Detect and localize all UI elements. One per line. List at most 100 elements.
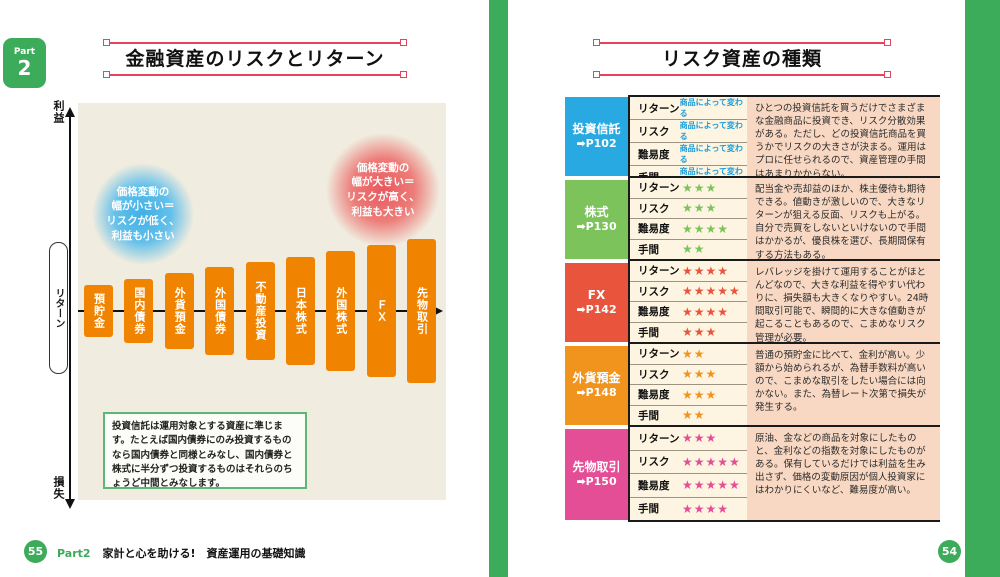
metric-label: リスク — [638, 285, 670, 298]
metric-row: 手間 ★★★★ — [630, 498, 747, 521]
page-edge-strip — [965, 0, 1000, 577]
rating-text: 商品によって変わる — [679, 144, 743, 164]
asset-category-cell: 投資信託 ➡P102 — [565, 95, 628, 178]
rule-endpoint-square — [103, 71, 110, 78]
asset-row: 先物取引 ➡P150 リターン ★★★ リスク ★★★★★ 難易度 ★★★★★ 手間 ★★★★… — [565, 427, 940, 522]
metric-row: リスク 商品によって変わる — [630, 120, 747, 143]
title-rule-top — [593, 39, 891, 46]
star-rating: ★★★ — [682, 367, 718, 382]
asset-row-body: リターン ★★★ リスク ★★★★★ 難易度 ★★★★★ 手間 ★★★★ 原油、金などの商品を… — [628, 427, 940, 522]
metric-label: リスク — [638, 368, 670, 381]
bar-label: ＦＸ — [375, 299, 389, 323]
page-gutter-strip — [489, 0, 508, 577]
asset-category-cell: FX ➡P142 — [565, 261, 628, 344]
asset-category-cell: 外貨預金 ➡P148 — [565, 344, 628, 427]
asset-category-name: FX — [587, 287, 606, 302]
y-axis-return-box: リターン — [49, 242, 68, 374]
star-rating: ★★★ — [682, 431, 718, 446]
rating-text: 商品によって変わる — [679, 98, 743, 118]
metric-label: リスク — [638, 456, 670, 469]
metric-row: リターン ★★★ — [630, 427, 747, 451]
y-axis-label-loss: 損失 — [52, 476, 65, 500]
bar-label: 日本株式 — [294, 287, 308, 335]
metric-row: リスク ★★★ — [630, 199, 747, 219]
asset-category-name: 株式 — [584, 204, 609, 219]
asset-row: 株式 ➡P130 リターン ★★★ リスク ★★★ 難易度 ★★★★ 手間 ★★ 配当金や売却… — [565, 178, 940, 261]
metric-row: リターン ★★★ — [630, 178, 747, 199]
chart-bar: 国内債券 — [124, 279, 154, 343]
page-number-right: 54 — [938, 540, 961, 563]
part-badge: Part 2 — [3, 38, 46, 88]
metric-label: リターン — [638, 432, 680, 445]
star-rating: ★★★ — [682, 325, 718, 340]
metric-label: 手間 — [638, 243, 659, 256]
asset-metrics: リターン商品によって変わるリスク商品によって変わる難易度商品によって変わる手間商… — [630, 97, 747, 187]
metric-label: リターン — [638, 182, 680, 195]
rating-text: 商品によって変わる — [679, 121, 743, 141]
title-rule-bottom — [103, 71, 407, 78]
low-risk-bubble: 価格変動の 幅が小さい＝ リスクが低く、 利益も小さい — [92, 163, 194, 265]
asset-page-reference: ➡P142 — [576, 303, 617, 317]
asset-bars: 預貯金 国内債券 外貨預金 外国債券 不動産投資 日本株式 外国株式 ＦＸ 先物取引 — [84, 161, 436, 461]
metric-row: リスク ★★★ — [630, 365, 747, 385]
star-rating: ★★★★ — [682, 501, 730, 516]
star-rating: ★★ — [682, 408, 706, 423]
chart-bar: ＦＸ — [366, 245, 396, 377]
metric-row: リスク ★★★★★ — [630, 451, 747, 474]
bar-label: 外貨預金 — [173, 287, 187, 335]
metric-row: 難易度 ★★★★ — [630, 302, 747, 323]
metric-label: リスク — [638, 202, 670, 215]
chart-bar: 外国株式 — [326, 251, 356, 371]
star-rating: ★★★★★ — [682, 284, 741, 299]
asset-metrics: リターン ★★★★ リスク ★★★★★ 難易度 ★★★★ 手間 ★★★ — [630, 261, 747, 342]
star-rating: ★★★ — [682, 387, 718, 402]
asset-category-name: 先物取引 — [572, 459, 621, 474]
asset-description: ひとつの投資信託を買うだけでさまざまな金融商品に投資でき、リスク分散効果がある。… — [747, 97, 940, 176]
metric-row: 難易度 商品によって変わる — [630, 143, 747, 166]
asset-row-body: リターン商品によって変わるリスク商品によって変わる難易度商品によって変わる手間商… — [628, 95, 940, 187]
rule-endpoint-square — [103, 39, 110, 46]
part-badge-word: Part — [13, 47, 36, 57]
metric-label: リターン — [638, 265, 680, 278]
chart-bar: 外国債券 — [205, 267, 235, 355]
asset-page-reference: ➡P102 — [576, 137, 617, 151]
star-rating: ★★★★★ — [682, 454, 741, 469]
title-rule-top — [103, 39, 407, 46]
star-rating: ★★★★ — [682, 304, 730, 319]
metric-label: リスク — [638, 125, 670, 138]
metric-label: 難易度 — [638, 389, 670, 402]
y-axis-label-profit: 利益 — [52, 100, 65, 124]
asset-description: レバレッジを掛けて運用することがほとんどなので、大きな利益を得やすい代わりに、損… — [747, 261, 940, 342]
metric-label: 難易度 — [638, 223, 670, 236]
metric-label: 難易度 — [638, 148, 670, 161]
footer-part-label: Part2 — [57, 547, 91, 560]
footer-section: Part2 家計と心を助ける! 資産運用の基礎知識 — [57, 545, 306, 561]
star-rating: ★★★★ — [682, 221, 730, 236]
metric-row: リスク ★★★★★ — [630, 282, 747, 302]
page-number-left: 55 — [24, 540, 47, 563]
asset-page-reference: ➡P150 — [576, 475, 617, 489]
bar-label: 先物取引 — [415, 287, 429, 335]
metric-row: 手間 ★★★ — [630, 323, 747, 343]
asset-metrics: リターン ★★★ リスク ★★★ 難易度 ★★★★ 手間 ★★ — [630, 178, 747, 259]
asset-category-name: 投資信託 — [572, 121, 621, 136]
chart-bar: 預貯金 — [84, 285, 113, 337]
y-axis-arrow — [65, 107, 75, 509]
title-rule-bottom — [593, 71, 891, 78]
star-rating: ★★★★★ — [682, 478, 741, 493]
metric-row: 手間 ★★ — [630, 240, 747, 260]
metric-row: リターン ★★★★ — [630, 261, 747, 282]
rule-endpoint-square — [400, 39, 407, 46]
asset-metrics: リターン ★★ リスク ★★★ 難易度 ★★★ 手間 ★★ — [630, 344, 747, 425]
metric-row: 手間 ★★ — [630, 406, 747, 426]
rule-endpoint-square — [593, 71, 600, 78]
star-rating: ★★★ — [682, 201, 718, 216]
bar-label: 外国株式 — [334, 287, 348, 335]
metric-row: 難易度 ★★★★ — [630, 219, 747, 240]
star-rating: ★★★★ — [682, 263, 730, 278]
left-page-title: 金融資産のリスクとリターン — [125, 48, 385, 70]
asset-row: FX ➡P142 リターン ★★★★ リスク ★★★★★ 難易度 ★★★★ 手間 ★★★ レバ… — [565, 261, 940, 344]
chart-bar: 先物取引 — [407, 239, 436, 383]
right-page-title: リスク資産の種類 — [661, 48, 822, 70]
